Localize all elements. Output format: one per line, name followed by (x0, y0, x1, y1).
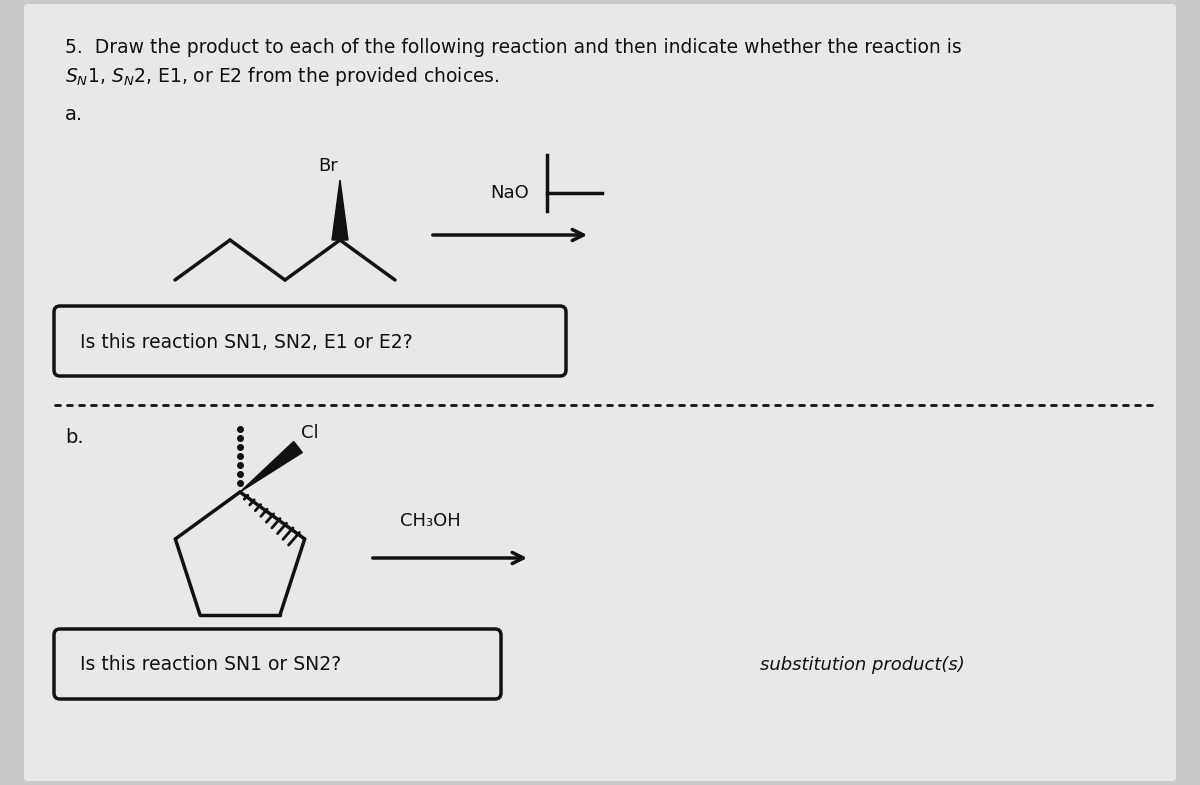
Text: a.: a. (65, 105, 83, 124)
Polygon shape (332, 180, 348, 240)
Text: Cl: Cl (301, 424, 319, 442)
FancyBboxPatch shape (54, 629, 502, 699)
Text: substitution product(s): substitution product(s) (760, 656, 965, 674)
Text: NaO: NaO (490, 184, 529, 202)
Text: Is this reaction SN1 or SN2?: Is this reaction SN1 or SN2? (80, 655, 341, 674)
Text: Is this reaction SN1, SN2, E1 or E2?: Is this reaction SN1, SN2, E1 or E2? (80, 333, 413, 352)
Text: CH₃OH: CH₃OH (400, 512, 461, 530)
Text: b.: b. (65, 428, 84, 447)
Text: $S_N$1, $S_N$2, E1, or E2 from the provided choices.: $S_N$1, $S_N$2, E1, or E2 from the provi… (65, 65, 499, 88)
FancyBboxPatch shape (24, 4, 1176, 781)
FancyBboxPatch shape (54, 306, 566, 376)
Polygon shape (240, 441, 302, 492)
Text: Br: Br (318, 157, 337, 175)
Text: 5.  Draw the product to each of the following reaction and then indicate whether: 5. Draw the product to each of the follo… (65, 38, 961, 57)
